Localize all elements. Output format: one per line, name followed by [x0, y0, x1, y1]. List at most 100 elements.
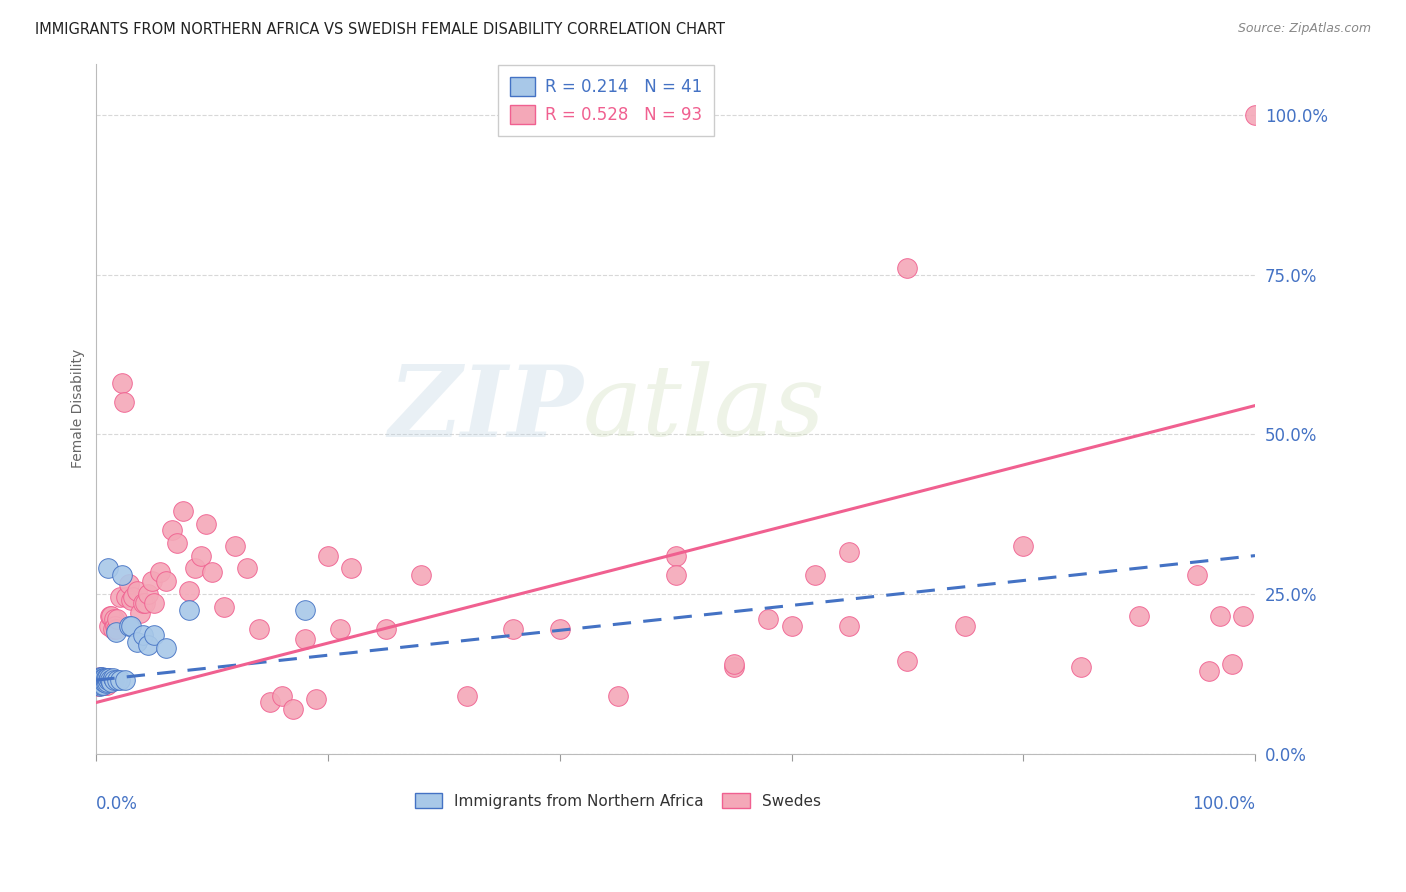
Point	[105, 612, 128, 626]
Point	[100, 675, 122, 690]
Point	[97, 671, 120, 685]
Point	[803, 567, 825, 582]
Point	[89, 673, 111, 687]
Point	[101, 671, 124, 685]
Point	[665, 549, 688, 563]
Point	[838, 619, 860, 633]
Point	[108, 590, 131, 604]
Point	[1012, 539, 1035, 553]
Point	[201, 565, 224, 579]
Point	[606, 689, 628, 703]
Point	[93, 675, 115, 690]
Point	[90, 671, 112, 685]
Point	[103, 612, 125, 626]
Point	[1220, 657, 1243, 672]
Point	[340, 561, 363, 575]
Point	[120, 593, 142, 607]
Point	[91, 670, 114, 684]
Point	[195, 516, 218, 531]
Point	[96, 671, 118, 685]
Point	[89, 677, 111, 691]
Point	[94, 673, 117, 687]
Point	[723, 657, 745, 672]
Point	[125, 583, 148, 598]
Point	[87, 673, 110, 687]
Point	[111, 567, 134, 582]
Point	[177, 583, 200, 598]
Point	[138, 587, 160, 601]
Point	[91, 671, 114, 685]
Point	[94, 671, 117, 685]
Point	[665, 567, 688, 582]
Point	[86, 680, 108, 694]
Point	[190, 549, 212, 563]
Point	[375, 622, 398, 636]
Point	[91, 676, 114, 690]
Point	[104, 619, 127, 633]
Point	[96, 677, 118, 691]
Point	[143, 597, 166, 611]
Point	[91, 677, 114, 691]
Point	[93, 677, 115, 691]
Point	[89, 680, 111, 694]
Point	[134, 597, 156, 611]
Point	[780, 619, 803, 633]
Text: 100.0%: 100.0%	[1192, 795, 1256, 813]
Point	[98, 609, 121, 624]
Point	[87, 675, 110, 690]
Point	[120, 619, 142, 633]
Text: Source: ZipAtlas.com: Source: ZipAtlas.com	[1237, 22, 1371, 36]
Point	[955, 619, 977, 633]
Point	[114, 673, 136, 687]
Point	[756, 612, 779, 626]
Point	[125, 635, 148, 649]
Point	[138, 638, 160, 652]
Y-axis label: Female Disability: Female Disability	[72, 349, 86, 468]
Text: IMMIGRANTS FROM NORTHERN AFRICA VS SWEDISH FEMALE DISABILITY CORRELATION CHART: IMMIGRANTS FROM NORTHERN AFRICA VS SWEDI…	[35, 22, 725, 37]
Point	[1128, 609, 1150, 624]
Point	[100, 609, 122, 624]
Text: atlas: atlas	[583, 361, 825, 457]
Point	[172, 504, 194, 518]
Point	[224, 539, 246, 553]
Point	[896, 654, 918, 668]
Point	[105, 673, 128, 687]
Point	[502, 622, 524, 636]
Point	[97, 673, 120, 687]
Point	[112, 395, 135, 409]
Point	[93, 671, 115, 685]
Point	[896, 261, 918, 276]
Point	[96, 673, 118, 687]
Point	[91, 673, 114, 687]
Point	[122, 590, 145, 604]
Point	[90, 677, 112, 691]
Point	[1198, 664, 1220, 678]
Point	[103, 673, 125, 687]
Point	[548, 622, 571, 636]
Point	[236, 561, 259, 575]
Point	[91, 677, 114, 691]
Point	[89, 670, 111, 684]
Point	[89, 670, 111, 684]
Point	[149, 565, 172, 579]
Point	[270, 689, 292, 703]
Point	[90, 671, 112, 685]
Point	[91, 673, 114, 687]
Point	[101, 622, 124, 636]
Point	[456, 689, 478, 703]
Point	[108, 673, 131, 687]
Point	[1232, 609, 1254, 624]
Point	[98, 673, 121, 687]
Point	[294, 603, 316, 617]
Point	[105, 625, 128, 640]
Point	[409, 567, 432, 582]
Point	[129, 606, 152, 620]
Point	[141, 574, 163, 589]
Point	[160, 523, 183, 537]
Point	[98, 671, 121, 685]
Point	[184, 561, 207, 575]
Point	[91, 671, 114, 685]
Point	[1185, 567, 1208, 582]
Text: 0.0%: 0.0%	[97, 795, 138, 813]
Point	[131, 597, 153, 611]
